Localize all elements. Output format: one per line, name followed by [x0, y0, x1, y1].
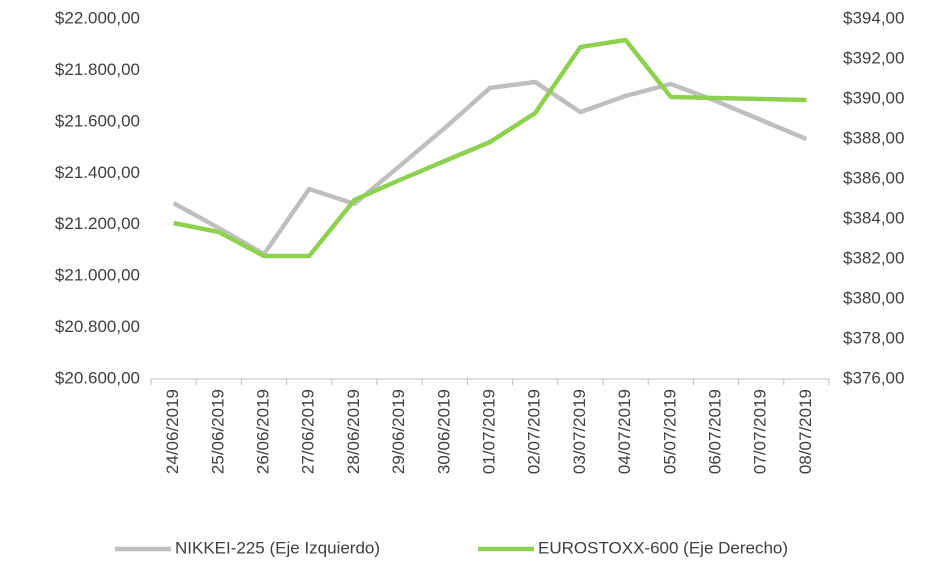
- y-tick-label: $22.000,00: [55, 8, 140, 27]
- x-tick-label: 28/06/2019: [344, 389, 363, 474]
- y-tick-label: $21.600,00: [55, 111, 140, 130]
- x-tick-label: 26/06/2019: [253, 389, 272, 474]
- x-tick-label: 08/07/2019: [796, 389, 815, 474]
- y2-tick-label: $390,00: [843, 88, 904, 107]
- y-tick-label: $21.800,00: [55, 60, 140, 79]
- y2-tick-label: $376,00: [843, 368, 904, 387]
- y-tick-label: $20.600,00: [55, 368, 140, 387]
- x-tick-label: 29/06/2019: [389, 389, 408, 474]
- y2-tick-label: $380,00: [843, 288, 904, 307]
- y2-tick-label: $384,00: [843, 208, 904, 227]
- x-tick-label: 07/07/2019: [751, 389, 770, 474]
- legend-label: NIKKEI-225 (Eje Izquierdo): [175, 538, 380, 557]
- y-tick-label: $20.800,00: [55, 317, 140, 336]
- y2-tick-label: $386,00: [843, 168, 904, 187]
- series-line: [173, 37, 807, 259]
- series-line: [172, 79, 808, 257]
- legend-label: EUROSTOXX-600 (Eje Derecho): [538, 538, 788, 557]
- y-tick-label: $21.000,00: [55, 266, 140, 285]
- y-tick-label: $21.200,00: [55, 214, 140, 233]
- x-tick-label: 02/07/2019: [525, 389, 544, 474]
- y-tick-label: $21.400,00: [55, 163, 140, 182]
- x-tick-label: 30/06/2019: [434, 389, 453, 474]
- x-tick-label: 27/06/2019: [299, 389, 318, 474]
- x-tick-label: 24/06/2019: [163, 389, 182, 474]
- y2-tick-label: $378,00: [843, 328, 904, 347]
- x-tick-label: 01/07/2019: [479, 389, 498, 474]
- x-tick-label: 05/07/2019: [660, 389, 679, 474]
- x-tick-label: 03/07/2019: [570, 389, 589, 474]
- y2-tick-label: $392,00: [843, 48, 904, 67]
- y2-tick-label: $382,00: [843, 248, 904, 267]
- x-tick-label: 25/06/2019: [208, 389, 227, 474]
- x-tick-label: 06/07/2019: [705, 389, 724, 474]
- y2-tick-label: $394,00: [843, 8, 904, 27]
- y2-tick-label: $388,00: [843, 128, 904, 147]
- x-tick-label: 04/07/2019: [615, 389, 634, 474]
